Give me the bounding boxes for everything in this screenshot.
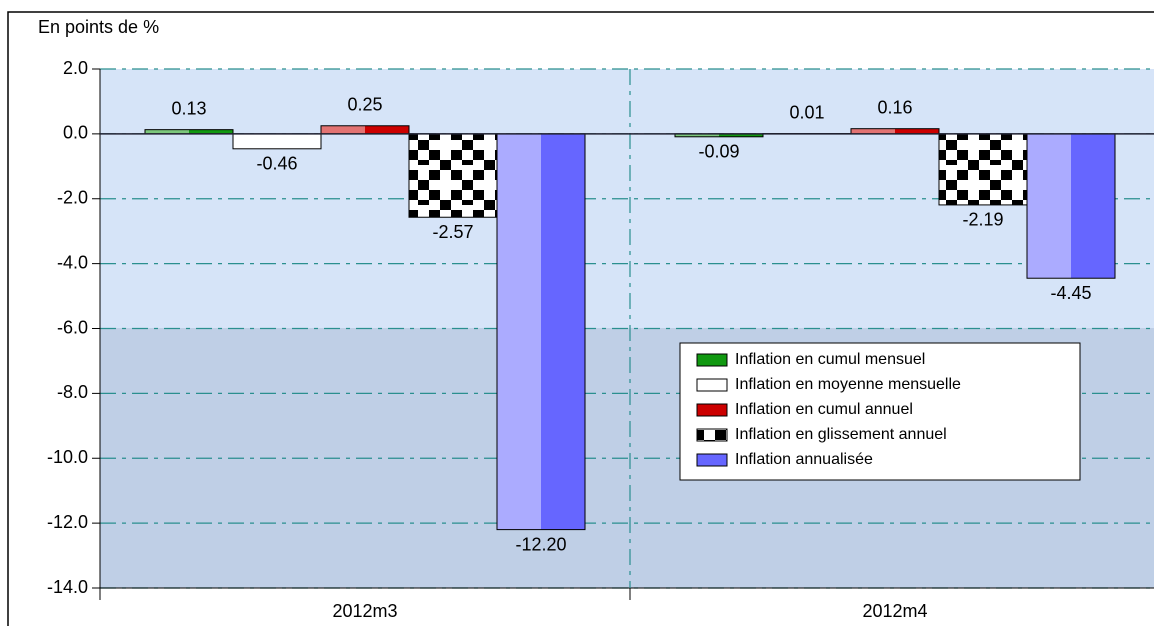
legend-label: Inflation annualisée	[735, 451, 873, 468]
y-tick-label: -2.0	[57, 188, 88, 208]
value-label: -0.09	[698, 142, 739, 162]
bar-light-half	[497, 133, 541, 530]
legend-swatch	[696, 453, 728, 467]
bar	[232, 133, 322, 150]
legend-label: Inflation en cumul mensuel	[735, 351, 925, 368]
bar-dark-half	[541, 133, 585, 530]
bar-dark-half	[189, 129, 233, 134]
bar-dark-half	[1071, 133, 1115, 279]
x-tick-label: 2012m3	[332, 601, 397, 621]
bar-dark-half	[277, 133, 321, 149]
value-label: -0.46	[256, 154, 297, 174]
legend-swatch	[696, 428, 728, 442]
bar-fill	[938, 133, 1028, 206]
y-tick-label: -8.0	[57, 382, 88, 402]
bar-light-half	[233, 133, 277, 149]
legend-swatch	[696, 378, 728, 392]
legend-swatch	[696, 353, 728, 367]
y-tick-label: -4.0	[57, 252, 88, 272]
frame	[7, 11, 1154, 626]
value-label: 0.13	[171, 98, 206, 118]
bar	[408, 133, 498, 218]
bar-dark-half	[719, 133, 763, 137]
value-label: 0.25	[347, 95, 382, 115]
y-tick-label: 2.0	[63, 58, 88, 78]
bar-light-half	[145, 129, 189, 134]
x-tick-label: 2012m4	[862, 601, 927, 621]
bar-light-half	[675, 133, 719, 137]
y-axis-label: En points de %	[38, 17, 159, 37]
legend-box	[679, 342, 1081, 481]
y-tick-label: -14.0	[47, 577, 88, 597]
bar	[320, 125, 410, 135]
value-label: 0.01	[789, 102, 824, 122]
legend-label: Inflation en moyenne mensuelle	[735, 376, 961, 393]
bar	[938, 133, 1028, 206]
value-label: -2.19	[962, 210, 1003, 230]
legend-label: Inflation en glissement annuel	[735, 426, 947, 443]
value-label: -12.20	[515, 534, 566, 554]
bar-fill	[408, 133, 498, 218]
value-label: -2.57	[432, 222, 473, 242]
bar	[496, 133, 586, 531]
y-tick-label: -6.0	[57, 317, 88, 337]
plot: 2.0 0.0 -2.0 -4.0 -6.0 -8.0 -10.0 -12.0 -14.0 201…	[47, 58, 1154, 621]
bar	[1026, 133, 1116, 279]
bar	[850, 128, 940, 135]
y-tick-label: -10.0	[47, 447, 88, 467]
value-label: 0.16	[877, 97, 912, 117]
bar-light-half	[851, 128, 895, 134]
y-tick-label: -12.0	[47, 512, 88, 532]
legend-label: Inflation en cumul annuel	[735, 401, 913, 418]
bar-light-half	[1027, 133, 1071, 279]
legend-swatch	[696, 403, 728, 417]
bar-light-half	[321, 125, 365, 134]
bar-dark-half	[365, 125, 409, 134]
value-label: -4.45	[1050, 283, 1091, 303]
bar-dark-half	[895, 128, 939, 134]
y-tick-label: 0.0	[63, 123, 88, 143]
